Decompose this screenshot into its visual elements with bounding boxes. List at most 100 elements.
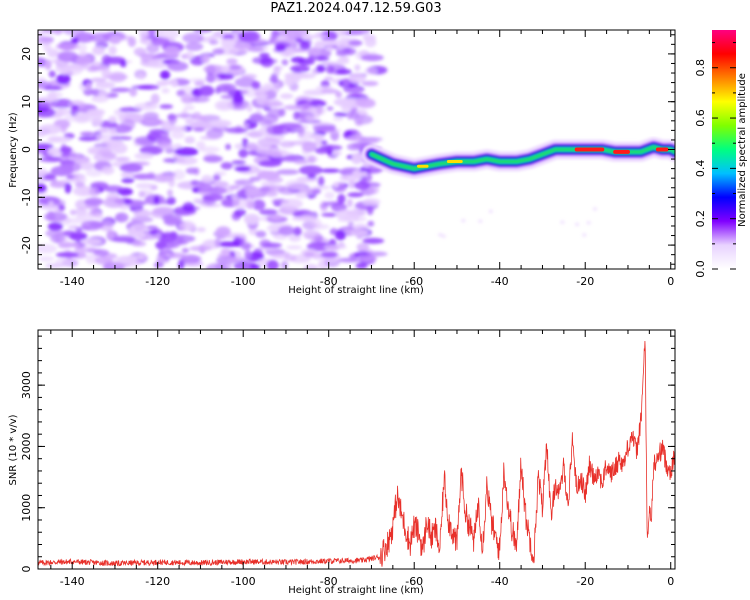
noise-blob [146,131,170,139]
noise-blob [161,247,170,258]
noise-blob [488,209,493,213]
spectrogram-y-tick-label: -20 [20,236,33,254]
noise-blob [103,197,125,208]
noise-blob [194,80,205,87]
noise-blob [48,201,54,206]
noise-blob [359,136,383,142]
noise-blob [48,70,56,78]
noise-blob [203,155,223,163]
noise-blob [246,142,258,151]
noise-blob [91,95,109,103]
noise-blob [89,186,100,197]
noise-blob [148,230,159,235]
noise-blob [80,131,95,136]
noise-blob [234,166,252,172]
noise-blob [120,119,136,131]
noise-blob [252,199,266,211]
noise-blob [290,56,305,63]
noise-blob [140,32,150,42]
noise-blob [172,206,197,216]
noise-blob [120,171,135,179]
noise-blob [74,181,85,188]
noise-blob [316,105,323,115]
noise-blob [313,185,331,190]
noise-blob [233,261,257,269]
noise-blob [138,190,146,198]
noise-blob [299,41,311,50]
noise-blob [172,169,186,180]
noise-blob [262,101,284,108]
noise-blob [180,254,202,264]
noise-blob [109,35,122,45]
noise-blob [233,42,253,53]
snr-x-tick-label: -80 [320,575,338,588]
noise-blob [339,36,351,46]
noise-blob [85,82,93,90]
spectrogram-x-tick-label: -100 [231,275,256,288]
noise-blob [348,73,367,84]
noise-blob [171,79,179,88]
noise-blob [324,76,334,81]
noise-blob [57,51,78,62]
noise-blob [167,189,173,197]
noise-blob [188,78,208,83]
noise-blob [307,155,316,164]
noise-blob [368,185,380,195]
noise-blob [166,252,186,259]
noise-blob [461,219,466,223]
noise-blob [325,46,335,52]
spectrogram-y-label: Frequency (Hz) [8,112,19,188]
noise-blob [438,233,443,237]
noise-blob [56,73,71,85]
noise-blob [110,87,132,93]
noise-blob [311,218,322,230]
noise-blob [234,179,255,186]
noise-blob [193,198,203,204]
noise-blob [38,31,45,38]
noise-blob [166,196,176,205]
noise-blob [356,242,370,252]
noise-blob [286,34,295,43]
noise-blob [332,182,339,188]
noise-blob [181,248,189,253]
noise-blob [71,37,79,45]
noise-blob [225,143,232,150]
noise-blob [349,111,360,119]
noise-blob [144,225,158,230]
noise-blob [168,114,178,125]
noise-blob [161,88,170,94]
noise-blob [244,249,252,259]
noise-blob [119,163,143,173]
noise-blob [156,80,169,87]
noise-blob [263,82,280,88]
noise-blob [346,143,362,151]
noise-blob [238,148,249,158]
noise-blob [228,257,239,263]
noise-blob [348,179,356,189]
noise-blob [185,50,194,60]
noise-blob [233,236,242,247]
noise-blob [198,85,215,97]
noise-blob [367,220,375,227]
noise-blob [343,84,365,94]
noise-blob [364,37,377,48]
noise-blob [71,105,79,110]
noise-blob [89,221,105,229]
noise-blob [320,88,339,94]
noise-blob [341,104,352,113]
noise-blob [347,221,354,227]
noise-blob [333,112,348,117]
noise-blob [86,248,103,253]
snr-x-tick-label: -40 [491,575,509,588]
noise-blob [50,178,57,183]
noise-blob [185,42,204,51]
noise-blob [346,198,353,208]
noise-blob [130,216,154,223]
noise-blob [181,93,196,104]
spectrogram-y-tick-label: -10 [20,188,33,206]
noise-blob [95,212,104,221]
noise-blob [225,127,249,134]
snr-ticks: -140 -120 -100 -80 -60 -40 -20 0 0 1000 2000 3000 [20,330,675,588]
